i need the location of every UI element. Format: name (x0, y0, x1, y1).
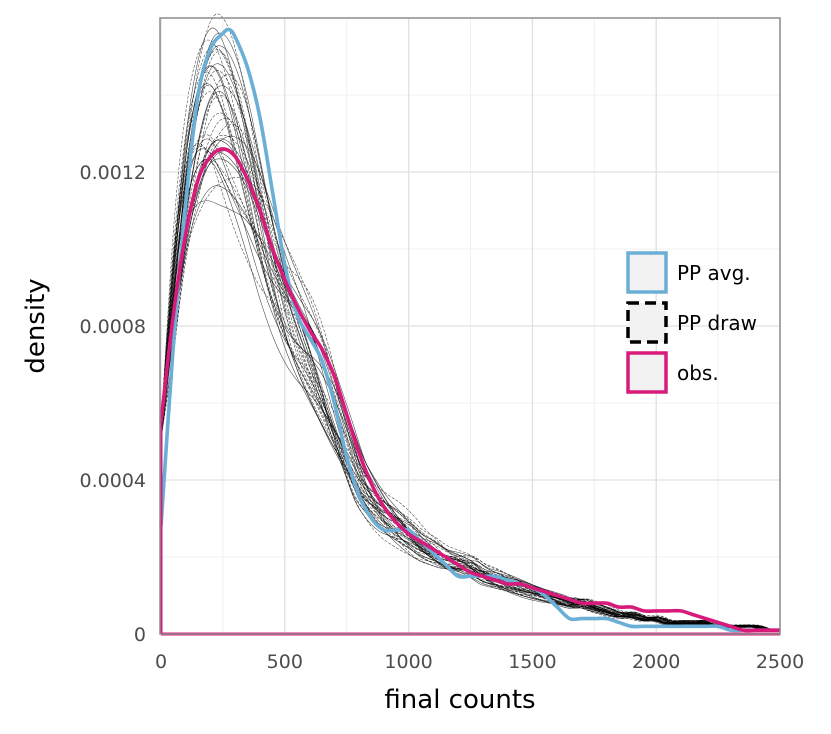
x-axis-title: final counts (384, 685, 535, 715)
obs-line (159, 147, 780, 633)
x-tick-label: 0 (155, 651, 167, 673)
pp-draw-line (160, 91, 778, 631)
y-tick-label: 0.0008 (80, 316, 146, 338)
pp-avg-line (159, 27, 780, 633)
legend-key (626, 251, 668, 294)
pp-draw-line (160, 45, 781, 632)
pp-draw-lines (160, 13, 781, 632)
series-layer (159, 13, 781, 636)
legend-label: obs. (677, 361, 719, 385)
x-tick-label: 1500 (508, 651, 556, 673)
y-tick-label: 0.0004 (80, 470, 146, 492)
legend-item-pp-draw: PP draw (626, 301, 757, 344)
legend: PP avg. PP draw obs. (626, 251, 757, 394)
y-axis-title: density (21, 278, 51, 373)
x-tick-label: 1000 (384, 651, 432, 673)
pp-draw-line (160, 71, 776, 631)
x-tick-label: 2000 (632, 651, 680, 673)
pp-draw-line (160, 177, 781, 632)
pp-draw-line (160, 70, 781, 631)
y-tick-label: 0 (134, 624, 146, 646)
y-tick-label: 0.0012 (80, 162, 146, 184)
pp-draw-line (160, 39, 781, 631)
x-tick-label: 2500 (756, 651, 804, 673)
pp-draw-line (160, 146, 781, 631)
pp-draw-line (160, 95, 779, 631)
pp-draw-line (160, 112, 775, 631)
plot-border (159, 17, 781, 635)
legend-label: PP avg. (677, 261, 751, 285)
pp-draw-line (160, 27, 781, 632)
y-axis: 0 0.0004 0.0008 0.0012 (80, 162, 146, 646)
legend-label: PP draw (677, 311, 757, 335)
x-tick-label: 500 (267, 651, 303, 673)
legend-key (626, 301, 668, 344)
x-axis: 0 500 1000 1500 2000 2500 (155, 651, 804, 673)
legend-item-obs: obs. (626, 351, 719, 394)
legend-key (626, 351, 668, 394)
legend-item-pp-avg: PP avg. (626, 251, 751, 294)
